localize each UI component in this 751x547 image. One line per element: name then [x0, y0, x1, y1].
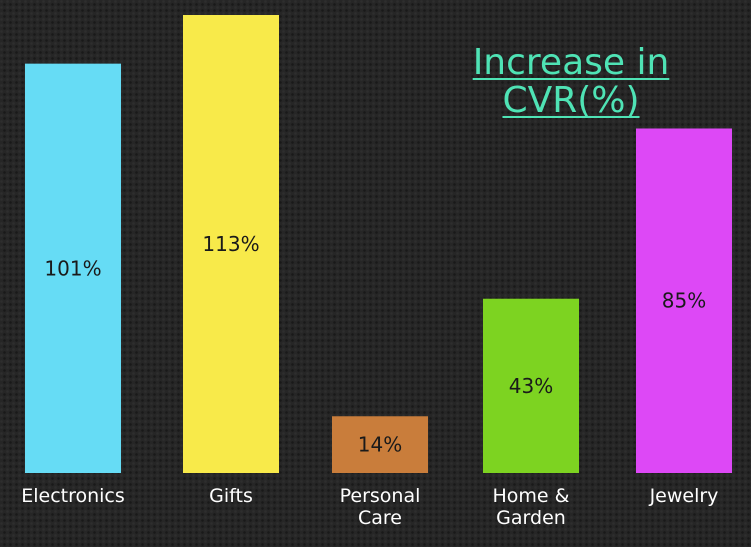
chart-title-line-1: CVR(%): [502, 80, 639, 121]
bar-1: [183, 15, 279, 473]
category-label-4: Jewelry: [649, 485, 719, 507]
category-label-3-line-0: Home &: [493, 485, 570, 507]
category-label-2-line-1: Care: [358, 507, 402, 529]
bar-value-label-1: 113%: [202, 232, 259, 256]
bar-value-label-0: 101%: [44, 256, 101, 280]
bar-3: [483, 298, 579, 473]
category-label-0: Electronics: [21, 485, 125, 507]
bar-value-label-2: 14%: [358, 433, 402, 457]
bar-value-label-4: 85%: [662, 289, 706, 313]
value-labels-group: 101% 113% 14% 43% 85%: [44, 232, 706, 457]
category-label-1: Gifts: [209, 485, 253, 507]
category-label-3-line-1: Garden: [496, 507, 566, 529]
chart-title-line-0: Increase in: [473, 42, 670, 83]
bar-0: [25, 63, 121, 473]
bars-group: [25, 15, 732, 473]
bar-value-label-3: 43%: [509, 374, 553, 398]
bar-2: [332, 416, 428, 473]
category-label-2-line-0: Personal: [340, 485, 421, 507]
bar-4: [636, 128, 732, 473]
